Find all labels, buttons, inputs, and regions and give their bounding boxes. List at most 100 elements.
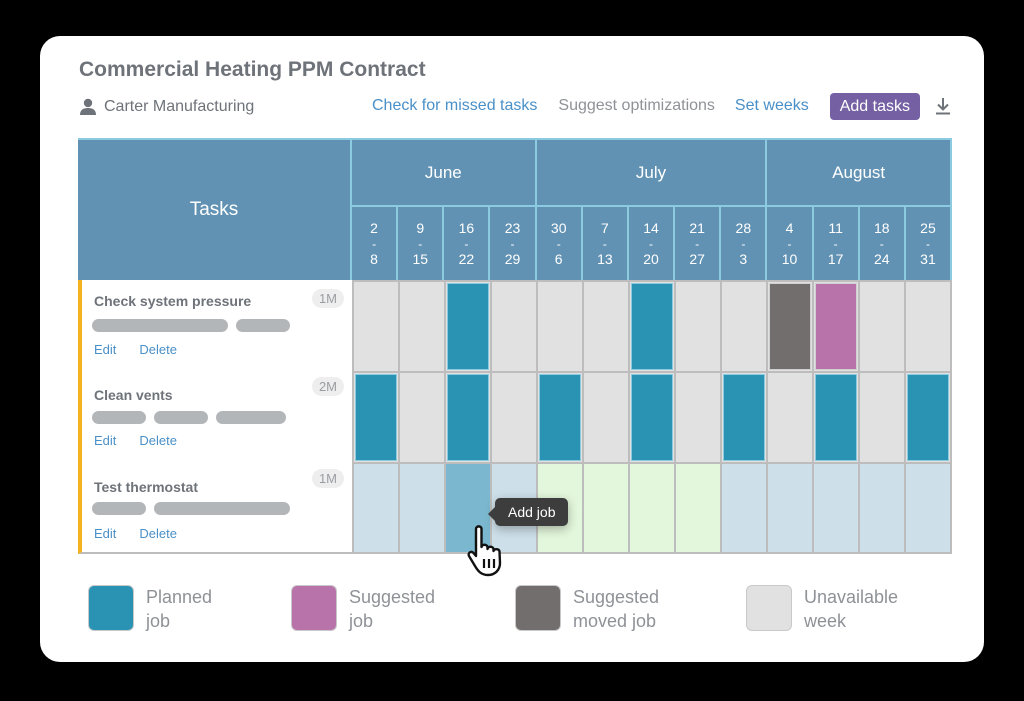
unavailable-week-cell[interactable] xyxy=(768,373,812,462)
task-rows: Check system pressure 1M Edit Delete Clean v… xyxy=(78,280,952,554)
available-week-cell[interactable] xyxy=(354,464,398,552)
unavailable-week-cell[interactable] xyxy=(584,373,628,462)
unavailable-week-cell[interactable] xyxy=(676,282,720,371)
unavailable-week-cell[interactable] xyxy=(354,282,398,371)
week-separator: - xyxy=(556,236,561,251)
suggested-moved-job-cell[interactable] xyxy=(768,282,812,371)
unavailable-week-cell[interactable] xyxy=(860,282,904,371)
planned-job-block[interactable] xyxy=(907,374,949,461)
hand-pointer-cursor-icon xyxy=(467,525,502,577)
unavailable-week-cell[interactable] xyxy=(906,282,950,371)
frequency-badge: 1M xyxy=(311,289,344,308)
planned-job-block[interactable] xyxy=(815,374,857,461)
task-tags xyxy=(92,319,290,332)
available-week-cell[interactable] xyxy=(814,464,858,552)
unavailable-week-cell[interactable] xyxy=(492,373,536,462)
planned-job-cell[interactable] xyxy=(630,282,674,371)
unavailable-week-cell[interactable] xyxy=(722,282,766,371)
task-actions: Edit Delete xyxy=(94,433,177,448)
delete-task-link[interactable]: Delete xyxy=(139,433,177,448)
available-week-cell[interactable] xyxy=(722,464,766,552)
planned-job-block[interactable] xyxy=(631,374,673,461)
planned-job-cell[interactable] xyxy=(446,373,490,462)
person-icon xyxy=(80,98,96,115)
planned-job-block[interactable] xyxy=(447,283,489,370)
week-cells xyxy=(352,462,952,554)
planned-job-cell[interactable] xyxy=(630,373,674,462)
week-header-row: 2-8 9-15 16-22 23-29 30-6 7-13 14-20 21-27 28-3 4… xyxy=(352,207,953,280)
month-header: June xyxy=(352,140,537,207)
week-start: 14 xyxy=(643,219,659,236)
moved-job-block[interactable] xyxy=(769,283,811,370)
client-name: Carter Manufacturing xyxy=(104,98,255,115)
available-week-cell[interactable] xyxy=(860,464,904,552)
legend-label-line2: week xyxy=(804,611,847,631)
check-missed-tasks-link[interactable]: Check for missed tasks xyxy=(372,97,538,114)
planned-job-block[interactable] xyxy=(447,374,489,461)
tag-placeholder xyxy=(92,502,146,515)
task-row: Check system pressure 1M Edit Delete xyxy=(78,280,952,371)
week-header: 30-6 xyxy=(536,207,583,280)
set-weeks-link[interactable]: Set weeks xyxy=(734,97,809,114)
planned-job-cell[interactable] xyxy=(722,373,766,462)
suggested-job-block[interactable] xyxy=(815,283,857,370)
edit-task-link[interactable]: Edit xyxy=(94,433,117,448)
edit-task-link[interactable]: Edit xyxy=(94,342,117,357)
unavailable-week-cell[interactable] xyxy=(584,282,628,371)
add-tasks-button[interactable]: Add tasks xyxy=(829,92,920,120)
planned-job-cell[interactable] xyxy=(538,373,582,462)
optimal-week-cell[interactable] xyxy=(630,464,674,552)
planned-job-block[interactable] xyxy=(355,374,397,461)
week-separator: - xyxy=(925,236,930,251)
legend: Planned job Suggested job Suggested moved job… xyxy=(88,585,958,635)
planned-job-cell[interactable] xyxy=(814,373,858,462)
suggest-optimizations-link[interactable]: Suggest optimizations xyxy=(558,97,715,114)
page-title: Commercial Heating PPM Contract xyxy=(79,58,426,81)
task-row: Test thermostat 1M Edit Delete xyxy=(78,462,952,554)
month-header: July xyxy=(536,140,768,207)
week-separator: - xyxy=(741,236,746,251)
week-start: 28 xyxy=(735,219,752,236)
edit-task-link[interactable]: Edit xyxy=(94,526,117,541)
optimal-week-cell[interactable] xyxy=(584,464,628,552)
week-end: 6 xyxy=(554,250,563,267)
download-icon[interactable] xyxy=(934,96,952,116)
tag-placeholder xyxy=(92,411,146,424)
delete-task-link[interactable]: Delete xyxy=(139,342,177,357)
frequency-badge: 2M xyxy=(311,377,344,396)
task-actions: Edit Delete xyxy=(94,342,177,357)
legend-label: Suggested moved job xyxy=(573,585,683,633)
legend-label-line1: Planned xyxy=(146,587,213,607)
unavailable-week-cell[interactable] xyxy=(538,282,582,371)
task-info: Clean vents 2M Edit Delete xyxy=(78,371,352,462)
planned-job-block[interactable] xyxy=(631,283,673,370)
planned-job-block[interactable] xyxy=(539,374,581,461)
delete-task-link[interactable]: Delete xyxy=(139,526,177,541)
available-week-cell[interactable] xyxy=(906,464,950,552)
planned-job-cell[interactable] xyxy=(446,282,490,371)
legend-label-line1: Suggested xyxy=(349,587,436,607)
week-separator: - xyxy=(602,236,607,251)
week-separator: - xyxy=(649,236,654,251)
planned-job-cell[interactable] xyxy=(354,373,398,462)
unavailable-week-cell[interactable] xyxy=(400,373,444,462)
unavailable-week-cell[interactable] xyxy=(492,282,536,371)
planned-job-block[interactable] xyxy=(723,374,765,461)
task-tags xyxy=(92,411,286,424)
suggested-job-cell[interactable] xyxy=(814,282,858,371)
frequency-badge: 1M xyxy=(311,469,344,488)
week-end: 17 xyxy=(827,250,844,267)
task-name: Check system pressure xyxy=(94,293,252,309)
unavailable-week-cell[interactable] xyxy=(676,373,720,462)
available-week-cell[interactable] xyxy=(768,464,812,552)
optimal-week-cell[interactable] xyxy=(676,464,720,552)
unavailable-week-cell[interactable] xyxy=(860,373,904,462)
unavailable-week-cell[interactable] xyxy=(400,282,444,371)
available-week-cell[interactable] xyxy=(400,464,444,552)
week-separator: - xyxy=(879,236,884,251)
planned-job-cell[interactable] xyxy=(906,373,950,462)
task-name: Clean vents xyxy=(94,387,173,403)
week-separator: - xyxy=(464,236,469,251)
task-row: Clean vents 2M Edit Delete xyxy=(78,371,952,462)
week-start: 9 xyxy=(416,219,425,236)
